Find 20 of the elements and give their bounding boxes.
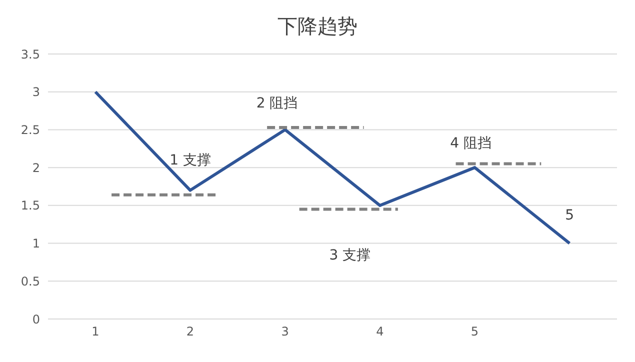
y-tick-label: 1.5 [20,198,40,213]
annotation: 2 阻挡 [256,96,298,112]
x-tick-label: 5 [470,324,479,339]
annotation: 4 阻挡 [450,136,492,152]
x-tick-label: 3 [281,324,289,339]
y-tick-label: 2 [32,160,40,175]
annotation: 3 支撑 [329,247,371,264]
x-tick-label: 4 [376,324,384,339]
y-tick-label: 0.5 [20,274,40,288]
line-series [94,90,572,245]
annotation: 5 [565,207,574,224]
annotation: 1 支撑 [170,152,211,168]
y-tick-label: 2.5 [20,122,40,137]
y-tick-label: 3 [32,85,40,100]
x-tick-label: 1 [92,324,100,339]
x-tick-label: 2 [186,324,194,339]
y-tick-label: 0 [32,312,40,326]
y-tick-label: 3.5 [20,47,40,62]
chart-title: 下降趋势 [276,13,358,40]
y-tick-label: 1 [32,236,40,251]
